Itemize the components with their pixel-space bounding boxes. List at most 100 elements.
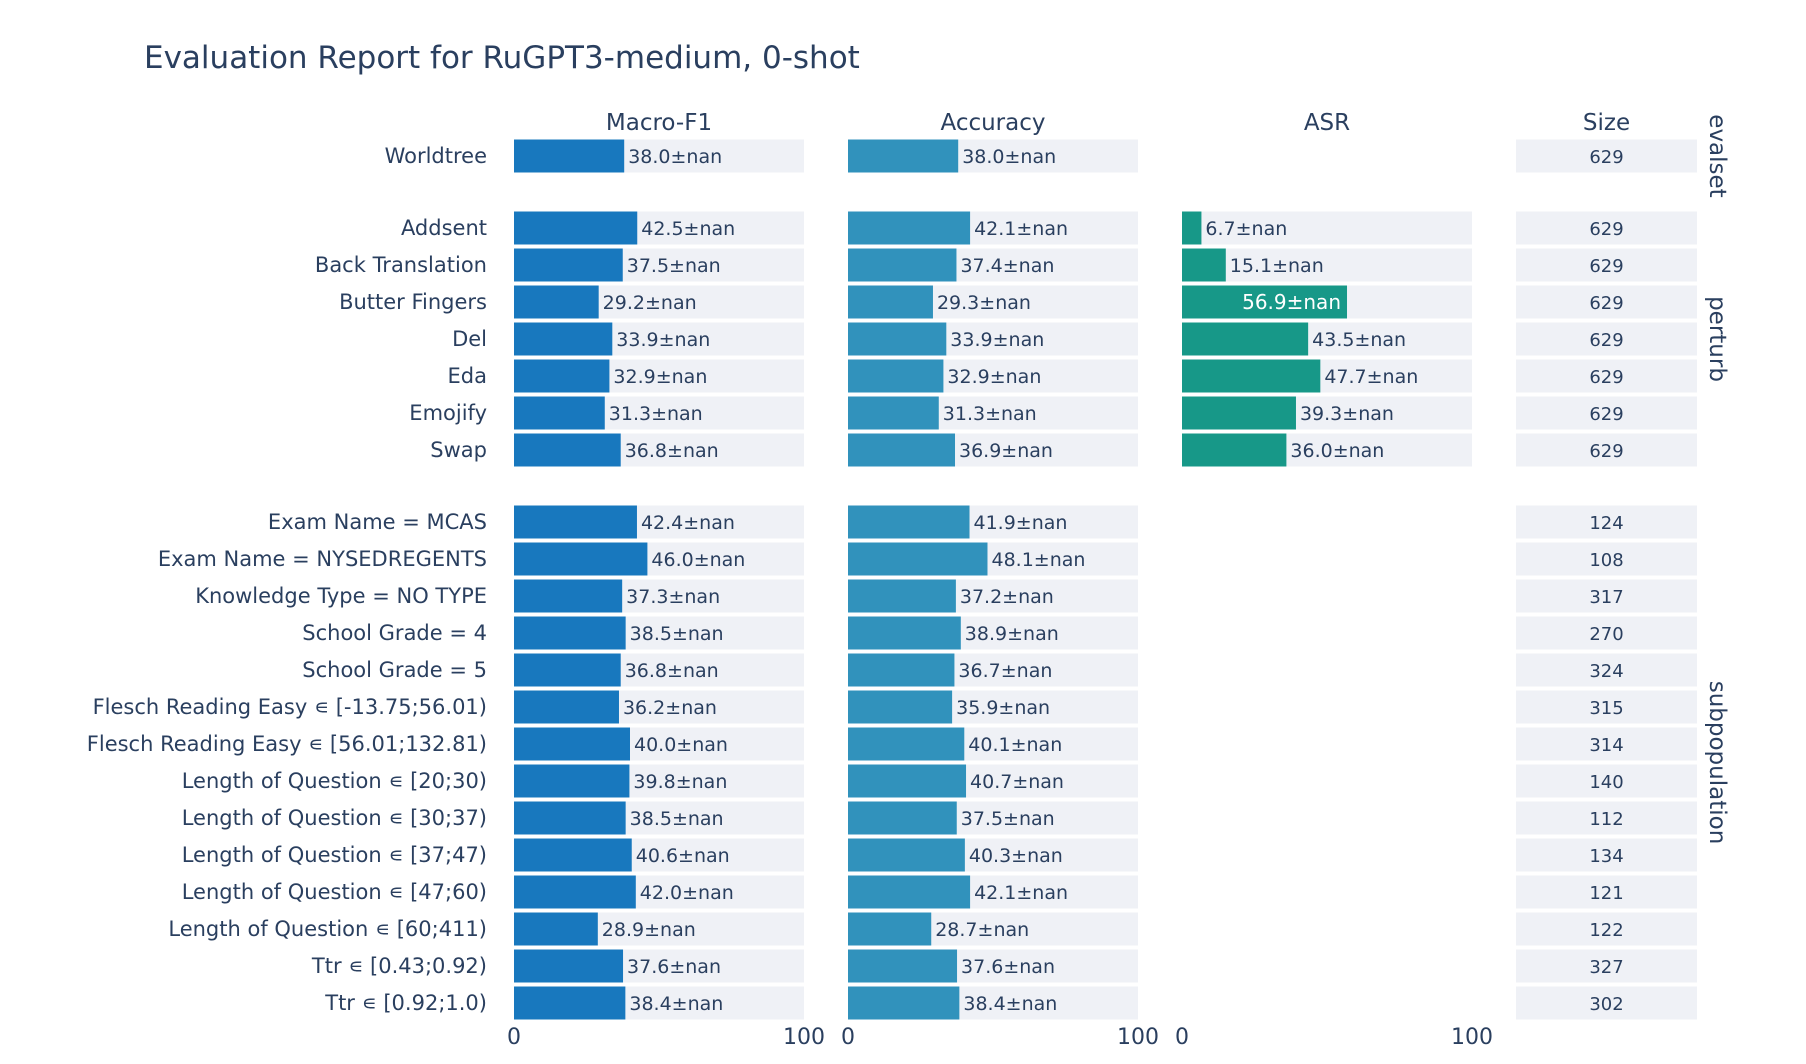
- size-cell-background: [1516, 690, 1697, 724]
- f1-bar: [514, 579, 623, 613]
- size-cell-background: [1516, 542, 1697, 576]
- f1-value-label: 38.0±nan: [628, 146, 722, 168]
- f1-bar: [514, 912, 598, 946]
- row-label: School Grade = 5: [302, 658, 487, 682]
- acc-bar: [848, 248, 957, 282]
- f1-value-label: 42.4±nan: [641, 512, 735, 534]
- row-label: Worldtree: [385, 144, 487, 168]
- f1-value-label: 40.0±nan: [634, 734, 728, 756]
- size-value: 629: [1589, 330, 1623, 351]
- size-value: 302: [1589, 994, 1623, 1015]
- f1-bar: [514, 285, 599, 319]
- acc-bar: [848, 727, 965, 761]
- size-value: 629: [1589, 256, 1623, 277]
- size-cell-background: [1516, 322, 1697, 356]
- row-label: Exam Name = NYSEDREGENTS: [158, 547, 487, 571]
- size-cell-background: [1516, 653, 1697, 687]
- size-cell-background: [1516, 396, 1697, 430]
- f1-value-label: 38.5±nan: [630, 808, 724, 830]
- size-value: 140: [1589, 772, 1623, 793]
- size-cell-background: [1516, 986, 1697, 1020]
- f1-value-label: 37.6±nan: [627, 956, 721, 978]
- acc-value-label: 37.2±nan: [960, 586, 1054, 608]
- row-label: Flesch Reading Easy ∊ [56.01;132.81): [87, 732, 487, 756]
- f1-bar: [514, 875, 636, 909]
- acc-value-label: 42.1±nan: [974, 882, 1068, 904]
- size-value: 134: [1589, 846, 1623, 867]
- size-cell-background: [1516, 764, 1697, 798]
- acc-value-label: 40.3±nan: [969, 845, 1063, 867]
- row-label: Eda: [448, 364, 487, 388]
- size-value: 108: [1589, 550, 1623, 571]
- group-label-subpopulation: subpopulation: [1704, 681, 1730, 845]
- acc-bar: [848, 986, 960, 1020]
- asr-bar: [1182, 433, 1287, 467]
- row-label: Knowledge Type = NO TYPE: [195, 584, 487, 608]
- size-cell-background: [1516, 838, 1697, 872]
- group-label-evalset: evalset: [1704, 114, 1730, 197]
- f1-bar: [514, 801, 626, 835]
- f1-value-label: 33.9±nan: [616, 329, 710, 351]
- f1-value-label: 46.0±nan: [651, 549, 745, 571]
- acc-bar: [848, 359, 944, 393]
- f1-value-label: 38.5±nan: [630, 623, 724, 645]
- acc-value-label: 28.7±nan: [935, 919, 1029, 941]
- acc-bar: [848, 690, 953, 724]
- size-cell-background: [1516, 285, 1697, 319]
- row-label: Length of Question ∊ [20;30): [182, 769, 487, 793]
- f1-bar: [514, 359, 610, 393]
- size-value: 112: [1589, 809, 1623, 830]
- row-label: Length of Question ∊ [37;47): [182, 843, 487, 867]
- row-label: Emojify: [409, 401, 487, 425]
- acc-value-label: 48.1±nan: [991, 549, 1085, 571]
- size-value: 629: [1589, 147, 1623, 168]
- acc-bar: [848, 505, 970, 539]
- asr-bar: [1182, 285, 1348, 319]
- row-label: Flesch Reading Easy ∊ [-13.75;56.01): [93, 695, 487, 719]
- acc-bar: [848, 616, 961, 650]
- size-value: 629: [1589, 293, 1623, 314]
- f1-bar: [514, 139, 625, 173]
- size-value: 327: [1589, 957, 1623, 978]
- size-cell-background: [1516, 359, 1697, 393]
- column-header-accuracy: Accuracy: [940, 110, 1045, 136]
- column-header-asr: ASR: [1304, 110, 1350, 136]
- acc-value-label: 38.4±nan: [963, 993, 1057, 1015]
- f1-bar: [514, 616, 626, 650]
- asr-bar: [1182, 322, 1309, 356]
- column-header-macro-f1: Macro-F1: [606, 110, 712, 136]
- f1-bar: [514, 433, 621, 467]
- size-cell-background: [1516, 139, 1697, 173]
- size-cell-background: [1516, 211, 1697, 245]
- size-cell-background: [1516, 433, 1697, 467]
- asr-value-label: 56.9±nan: [1242, 290, 1341, 314]
- acc-bar: [848, 653, 955, 687]
- asr-value-label: 39.3±nan: [1300, 403, 1394, 425]
- f1-value-label: 38.4±nan: [629, 993, 723, 1015]
- size-cell-background: [1516, 248, 1697, 282]
- acc-value-label: 42.1±nan: [974, 218, 1068, 240]
- size-value: 629: [1589, 367, 1623, 388]
- f1-bar: [514, 690, 619, 724]
- row-label: Length of Question ∊ [30;37): [182, 806, 487, 830]
- size-value: 124: [1589, 513, 1623, 534]
- row-label: Ttr ∊ [0.92;1.0): [324, 991, 487, 1015]
- row-label: School Grade = 4: [302, 621, 487, 645]
- group-label-perturb: perturb: [1704, 296, 1730, 382]
- acc-bar: [848, 285, 933, 319]
- asr-value-label: 6.7±nan: [1205, 218, 1287, 240]
- row-label: Back Translation: [315, 253, 487, 277]
- acc-value-label: 37.6±nan: [961, 956, 1055, 978]
- f1-value-label: 32.9±nan: [613, 366, 707, 388]
- acc-bar: [848, 801, 957, 835]
- f1-value-label: 42.5±nan: [641, 218, 735, 240]
- f1-value-label: 36.2±nan: [623, 697, 717, 719]
- f1-tick-max: 100: [783, 1025, 825, 1050]
- acc-bar: [848, 322, 947, 356]
- row-label: Exam Name = MCAS: [268, 510, 487, 534]
- acc-value-label: 38.9±nan: [965, 623, 1059, 645]
- acc-bar: [848, 433, 956, 467]
- f1-value-label: 31.3±nan: [609, 403, 703, 425]
- size-cell-background: [1516, 505, 1697, 539]
- f1-tick-min: 0: [507, 1025, 521, 1050]
